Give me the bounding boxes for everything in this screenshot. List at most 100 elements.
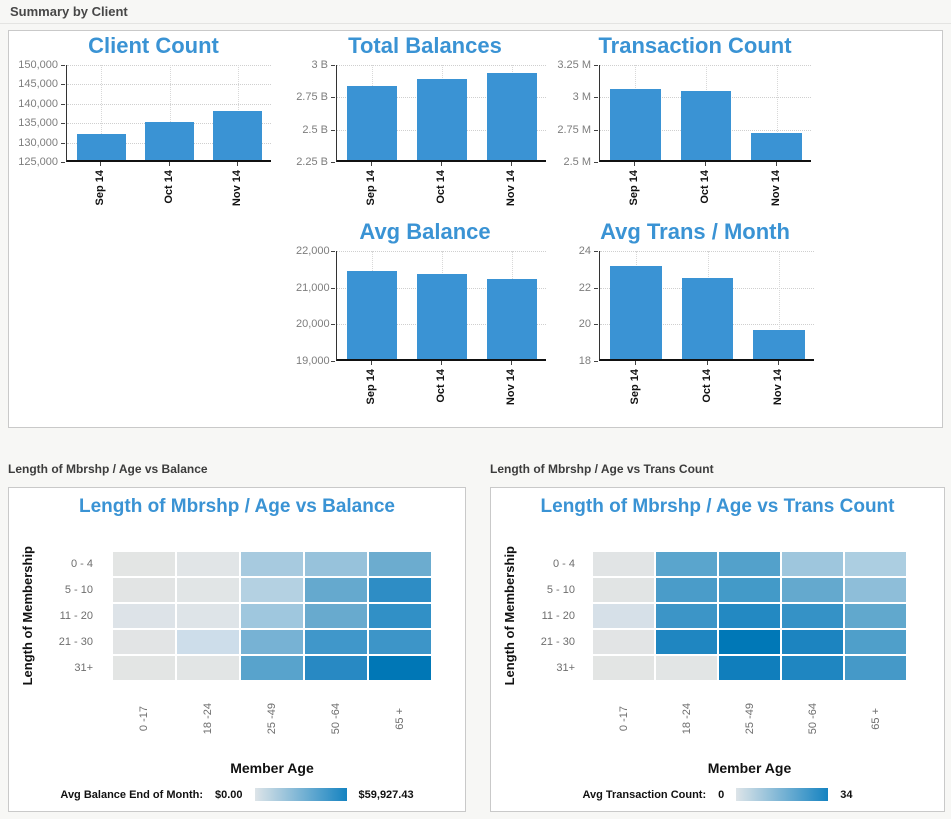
heatmap-cell-11-20-65[interactable] [845, 604, 906, 628]
y-tick-label: 140,000 [18, 97, 58, 110]
bar-nov-14[interactable] [486, 278, 538, 359]
heatmap-cell-0-4-18-24[interactable] [656, 552, 717, 576]
x-category-label: Sep 14 [628, 170, 641, 206]
row-label: 31+ [556, 662, 575, 674]
chart-transaction-count: Transaction Count 2.5 M 2.75 M 3 M 3.25 M Sep… [554, 33, 836, 222]
heatmap-cell-11-20-0-17[interactable] [593, 604, 654, 628]
heatmap-cell-5-10-25-49[interactable] [719, 578, 780, 602]
heatmap-cell-5-10-65[interactable] [369, 578, 431, 602]
col-label-wrap: 0 -17 [614, 690, 634, 748]
y-tick-label: 2.25 B [296, 156, 328, 168]
bar-nov-14[interactable] [486, 73, 538, 160]
heatmap-cell-11-20-25-49[interactable] [241, 604, 303, 628]
heatmap-cell-21-30-25-49[interactable] [719, 630, 780, 654]
x-category-label: Sep 14 [365, 170, 377, 206]
y-tick-label: 2.75 M [557, 123, 591, 136]
bar-sep-14[interactable] [609, 88, 661, 160]
heatmap-cell-21-30-65[interactable] [845, 630, 906, 654]
heatmap-cell-21-30-0-17[interactable] [113, 630, 175, 654]
bar-nov-14[interactable] [753, 329, 805, 359]
legend-label: Avg Balance End of Month: [60, 788, 203, 801]
heatmap-cell-31-25-49[interactable] [719, 656, 780, 680]
heatmap-cell-21-30-0-17[interactable] [593, 630, 654, 654]
heatmap-cell-11-20-25-49[interactable] [719, 604, 780, 628]
x-tick-mark [511, 162, 512, 166]
heatmap-cell-5-10-18-24[interactable] [177, 578, 239, 602]
bar-oct-14[interactable] [416, 78, 468, 160]
heatmap-cell-31-0-17[interactable] [113, 656, 175, 680]
heatmap-cell-5-10-50-64[interactable] [782, 578, 843, 602]
heatmap-cell-11-20-0-17[interactable] [113, 604, 175, 628]
heatmap-cell-21-30-18-24[interactable] [177, 630, 239, 654]
heatmap-cell-11-20-50-64[interactable] [305, 604, 367, 628]
bar-oct-14[interactable] [416, 273, 468, 359]
heatmap-cell-21-30-50-64[interactable] [782, 630, 843, 654]
gridline [600, 251, 814, 252]
col-label-wrap: 0 -17 [134, 690, 154, 748]
heatmap-cell-0-4-0-17[interactable] [113, 552, 175, 576]
y-tick-mark [331, 251, 335, 252]
x-tick-mark [236, 162, 238, 166]
heatmap-cell-31-50-64[interactable] [782, 656, 843, 680]
heatmap-cell-5-10-50-64[interactable] [305, 578, 367, 602]
bar-oct-14[interactable] [680, 91, 732, 160]
bar-sep-14[interactable] [346, 86, 398, 160]
x-tick-mark [441, 162, 442, 166]
col-label-wrap: 25 -49 [740, 690, 760, 748]
heatmap-cell-31-50-64[interactable] [305, 656, 367, 680]
y-tick-mark [594, 251, 598, 252]
bar-sep-14[interactable] [346, 271, 398, 359]
col-label: 25 -49 [743, 703, 756, 735]
heatmap-cell-31-18-24[interactable] [656, 656, 717, 680]
y-tick-mark [61, 84, 65, 86]
heatmap-cell-31-65[interactable] [845, 656, 906, 680]
heatmap-cell-31-0-17[interactable] [593, 656, 654, 680]
heatmap-cell-5-10-25-49[interactable] [241, 578, 303, 602]
row-label: 11 - 20 [541, 610, 575, 622]
heatmap-cell-11-20-18-24[interactable] [656, 604, 717, 628]
row-label: 21 - 30 [58, 636, 93, 648]
bar-oct-14[interactable] [681, 278, 734, 359]
heatmap-cell-21-30-65[interactable] [369, 630, 431, 654]
y-tick-label: 3 B [311, 59, 328, 71]
heatmap-cell-0-4-25-49[interactable] [719, 552, 780, 576]
heatmap-cell-0-4-0-17[interactable] [593, 552, 654, 576]
heatmap-cell-31-65[interactable] [369, 656, 431, 680]
heatmap-cell-11-20-18-24[interactable] [177, 604, 239, 628]
bar-oct-14[interactable] [144, 121, 195, 160]
x-category-label: Nov 14 [505, 369, 517, 406]
heatmap-cell-0-4-50-64[interactable] [782, 552, 843, 576]
bar-sep-14[interactable] [76, 134, 126, 160]
heatmap-cell-11-20-65[interactable] [369, 604, 431, 628]
heatmap-cell-31-25-49[interactable] [241, 656, 303, 680]
heatmap-cell-21-30-25-49[interactable] [241, 630, 303, 654]
heatmap-cell-0-4-65[interactable] [845, 552, 906, 576]
heatmap-cell-5-10-18-24[interactable] [656, 578, 717, 602]
heatmap-cell-11-20-50-64[interactable] [782, 604, 843, 628]
bar-nov-14[interactable] [213, 111, 263, 160]
bar-nov-14[interactable] [751, 132, 803, 160]
x-tick-mark [634, 361, 636, 365]
heatmap-cell-21-30-18-24[interactable] [656, 630, 717, 654]
x-tick-mark [706, 361, 708, 365]
x-category-wrap: Sep 14 [625, 369, 645, 421]
heatmap-cell-21-30-50-64[interactable] [305, 630, 367, 654]
gridline [779, 251, 781, 359]
chart-avg-trans-month: Avg Trans / Month 18 20 22 24 Sep 14 Oct 14 Nov… [554, 219, 836, 421]
x-category-wrap: Oct 14 [159, 170, 179, 222]
x-category-wrap: Oct 14 [431, 170, 451, 222]
heatmap-cell-0-4-50-64[interactable] [305, 552, 367, 576]
heatmap-cell-5-10-0-17[interactable] [113, 578, 175, 602]
heatmap-cell-5-10-65[interactable] [845, 578, 906, 602]
heatmap-cell-31-18-24[interactable] [177, 656, 239, 680]
heatmap-cell-0-4-65[interactable] [369, 552, 431, 576]
heatmap-cell-0-4-25-49[interactable] [241, 552, 303, 576]
heatmap-grid [113, 552, 431, 680]
x-category-label: Nov 14 [769, 170, 782, 207]
heatmap-cell-0-4-18-24[interactable] [177, 552, 239, 576]
y-tick-label: 135,000 [18, 117, 58, 130]
y-tick-label: 2.5 M [563, 156, 591, 168]
x-axis-title: Member Age [230, 760, 314, 776]
bar-sep-14[interactable] [610, 265, 662, 359]
heatmap-cell-5-10-0-17[interactable] [593, 578, 654, 602]
